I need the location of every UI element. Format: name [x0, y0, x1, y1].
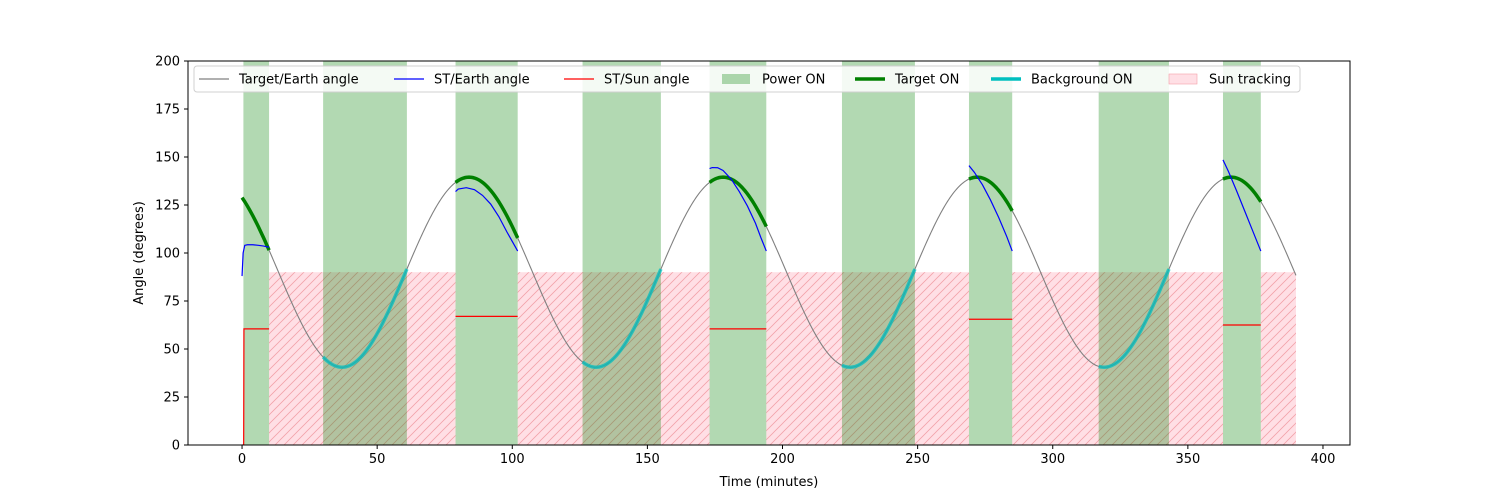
y-tick-label: 125 [155, 199, 180, 214]
st-earth-segment [455, 187, 519, 252]
y-axis: 0 25 50 75 100 125 150 175 200 [155, 55, 188, 454]
background-on-segment [321, 268, 409, 369]
legend-handle-power_on [722, 74, 750, 84]
st-sun-segment [242, 328, 270, 445]
target-on-segment [240, 196, 271, 251]
target-on-segment [454, 175, 520, 239]
x-axis-label: Time (minutes) [719, 475, 819, 490]
legend-label-target_earth: Target/Earth angle [238, 73, 359, 88]
st-earth-segment [709, 166, 767, 252]
power-on-span [709, 61, 767, 445]
st-sun-series [242, 315, 1261, 445]
power-on-span [1098, 61, 1169, 445]
x-tick-label: 400 [1311, 452, 1336, 467]
y-tick-label: 100 [155, 247, 180, 262]
target-background-series [240, 175, 1263, 369]
background-on-segment [581, 268, 663, 369]
legend-box [193, 65, 1301, 93]
x-tick-label: 150 [635, 452, 660, 467]
x-tick-label: 100 [500, 452, 525, 467]
power-on-span [582, 61, 661, 445]
x-axis: 0 50 100 150 200 250 300 350 400 [238, 445, 1335, 467]
legend-label-target_on: Target ON [894, 73, 959, 88]
sun-tracking-hatch [1012, 272, 1223, 445]
legend-label-st_earth: ST/Earth angle [434, 73, 530, 88]
target-on-segment [968, 175, 1014, 212]
st-earth-series [241, 159, 1262, 277]
y-tick-label: 175 [155, 103, 180, 118]
legend-handle-sun_tracking [1168, 73, 1198, 85]
y-tick-label: 50 [163, 343, 180, 358]
x-tick-label: 50 [369, 452, 386, 467]
sun-tracking-hatch [1260, 272, 1296, 445]
y-tick-label: 0 [172, 439, 180, 454]
st-earth-segment [968, 165, 1013, 252]
st-earth-segment [1222, 159, 1262, 252]
power-on-span [323, 61, 407, 445]
legend-label-power_on: Power ON [762, 73, 825, 88]
y-tick-label: 75 [163, 295, 180, 310]
power-on-regions [243, 61, 1261, 445]
x-tick-label: 200 [770, 452, 795, 467]
power-on-span [968, 61, 1013, 445]
target-on-segment [708, 175, 768, 228]
x-tick-label: 0 [238, 452, 246, 467]
plot-area [240, 61, 1297, 445]
legend-label-sun_tracking: Sun tracking [1209, 73, 1291, 88]
y-tick-label: 25 [163, 391, 180, 406]
power-on-span [455, 61, 518, 445]
x-tick-label: 350 [1175, 452, 1200, 467]
target-on-segment [1222, 175, 1263, 203]
y-tick-label: 150 [155, 151, 180, 166]
legend: Target/Earth angle ST/Earth angle ST/Sun a… [193, 65, 1301, 93]
x-tick-label: 300 [1040, 452, 1065, 467]
y-tick-label: 200 [155, 55, 180, 70]
power-on-span [841, 61, 915, 445]
st-earth-segment [241, 244, 270, 277]
power-on-span [243, 61, 270, 445]
background-on-segment [841, 268, 917, 369]
sun-tracking-hatch [269, 272, 456, 445]
legend-label-st_sun: ST/Sun angle [604, 73, 690, 88]
y-axis-label: Angle (degrees) [132, 201, 147, 305]
background-on-segment [1098, 268, 1171, 369]
power-on-span [1222, 61, 1261, 445]
x-tick-label: 250 [905, 452, 930, 467]
legend-label-background_on: Background ON [1031, 73, 1133, 88]
